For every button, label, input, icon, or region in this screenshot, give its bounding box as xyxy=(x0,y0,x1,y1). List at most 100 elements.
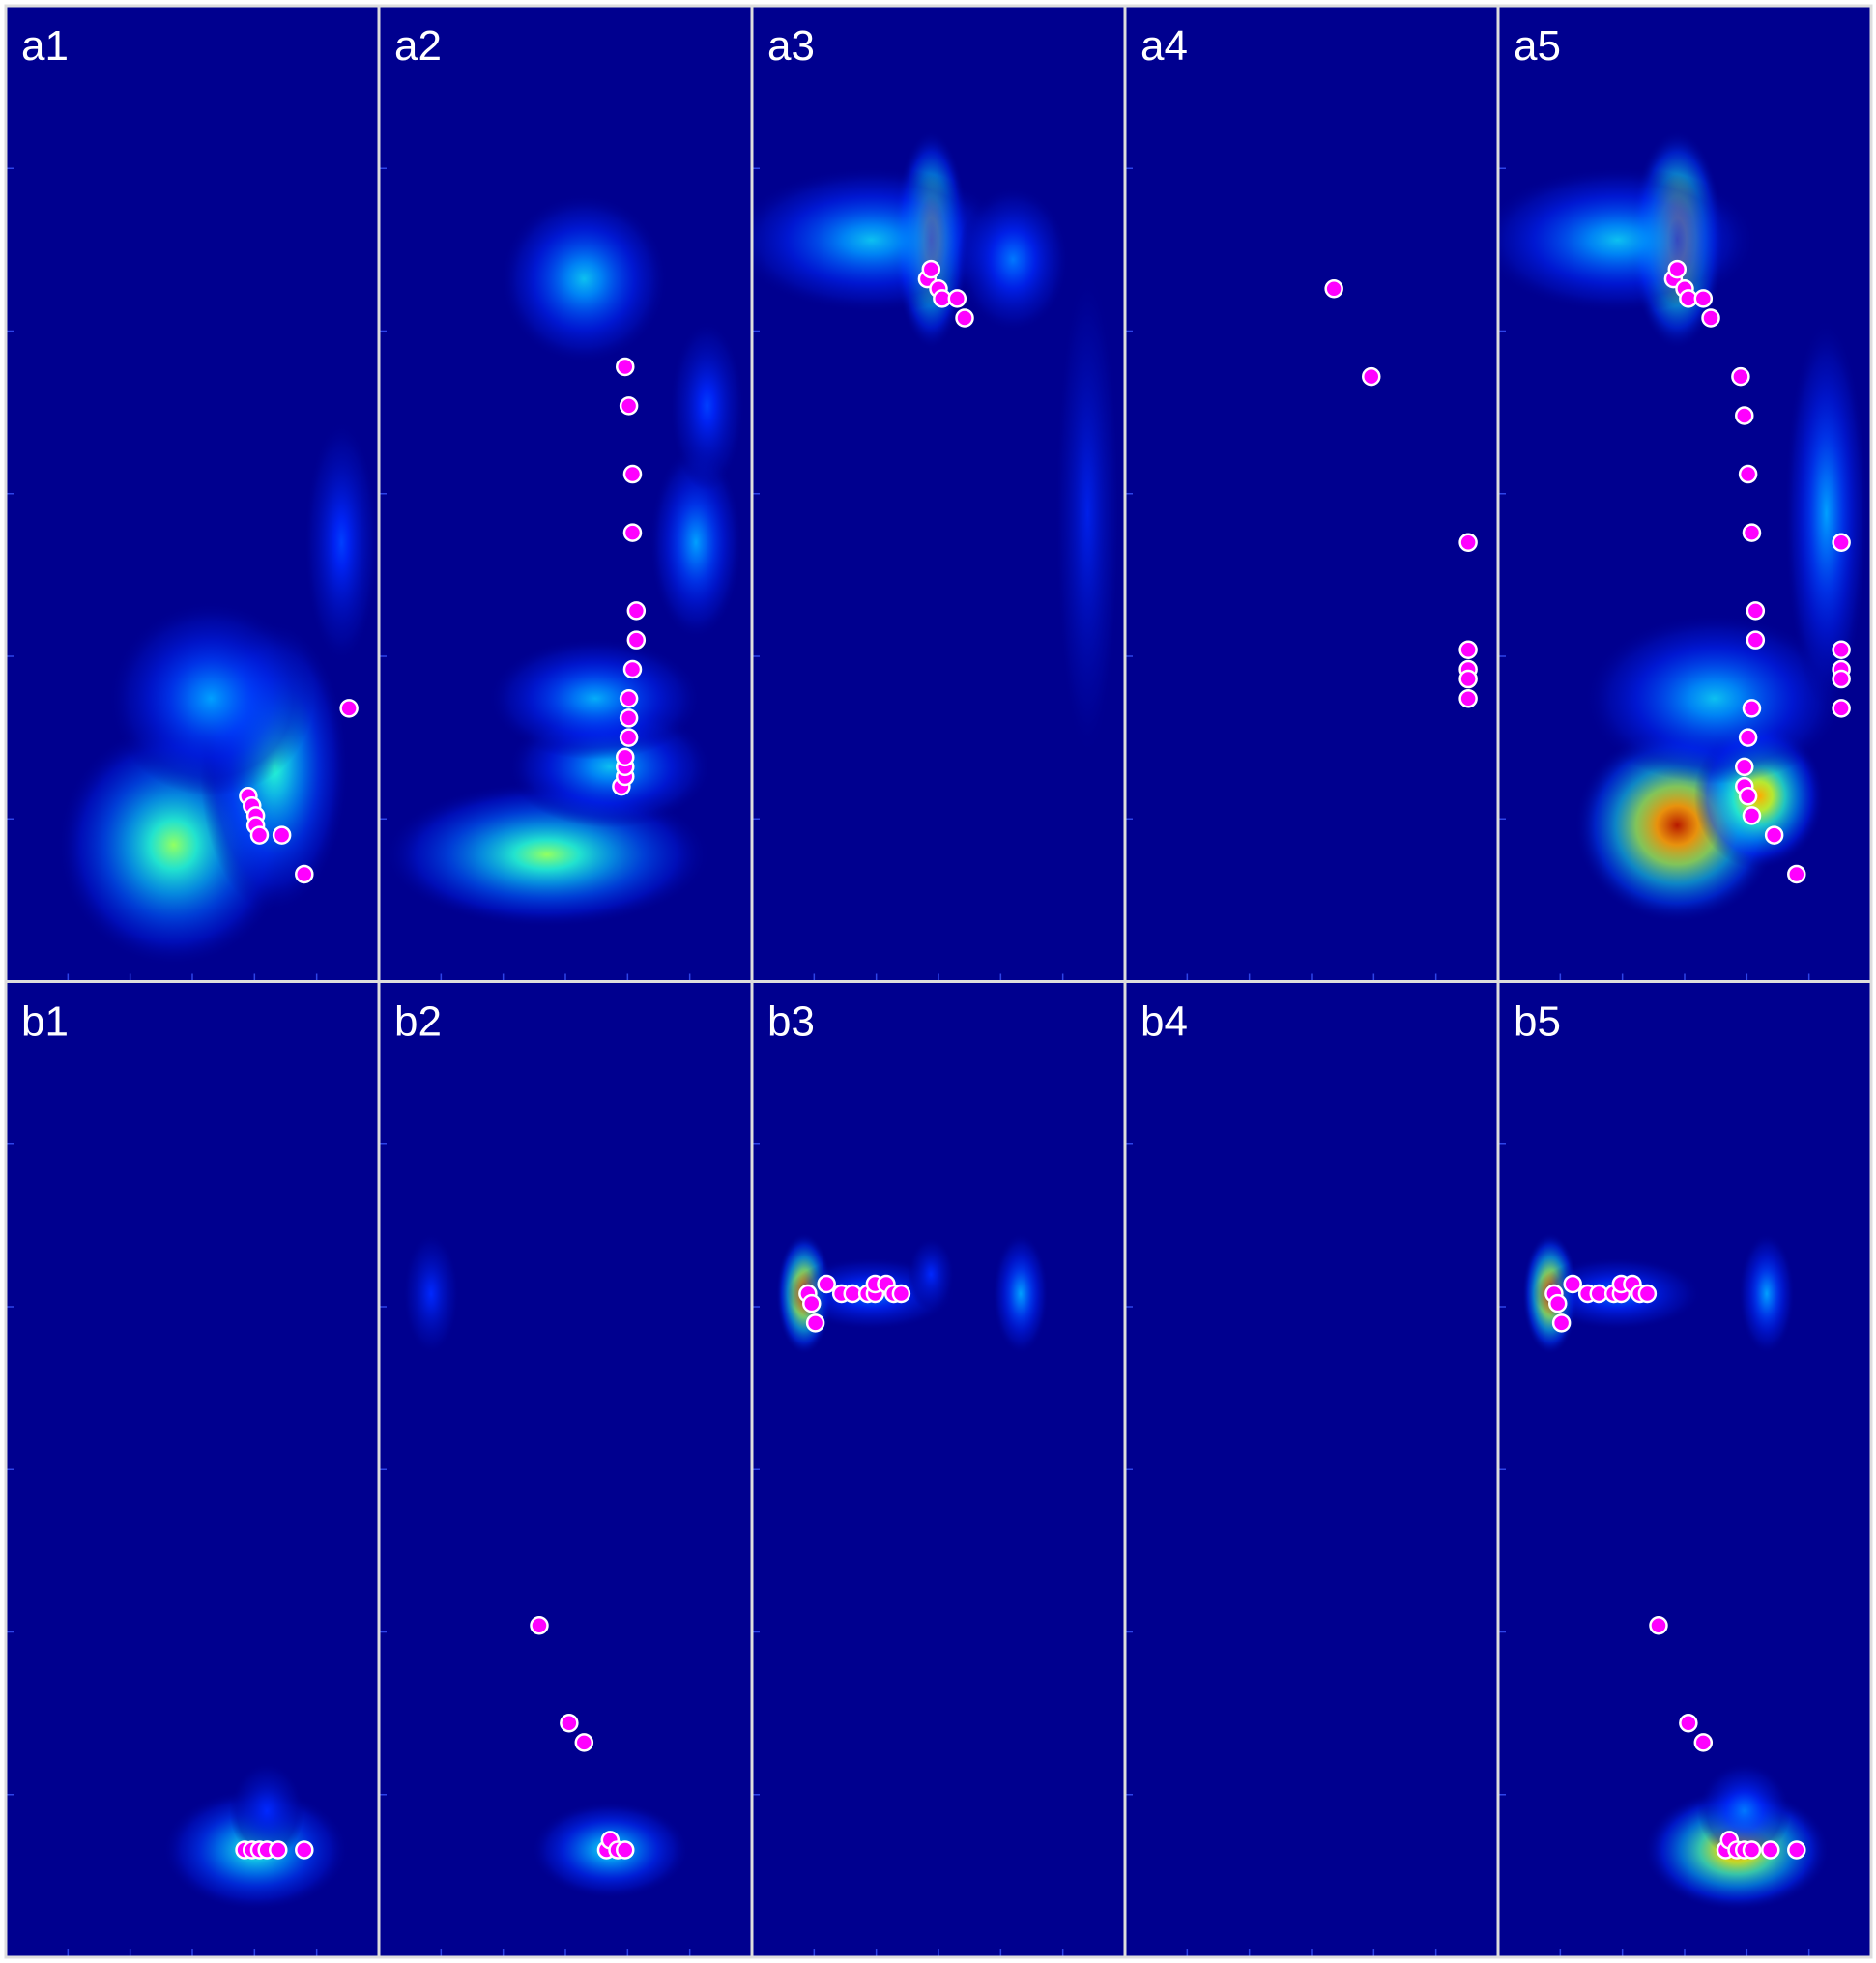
data-point xyxy=(1362,366,1381,387)
heat-blob xyxy=(649,445,743,641)
data-point xyxy=(249,825,270,845)
data-point xyxy=(1787,864,1806,884)
data-point xyxy=(619,688,639,708)
heat-blob xyxy=(1583,613,1845,785)
data-point xyxy=(1832,533,1851,552)
data-point xyxy=(619,396,639,416)
panel-b5: b5 xyxy=(1498,981,1871,1958)
data-point xyxy=(272,825,292,845)
heat-blob xyxy=(1784,318,1869,708)
data-point xyxy=(622,523,643,542)
data-point xyxy=(1742,523,1762,542)
data-point xyxy=(1738,786,1758,806)
panel-label: b5 xyxy=(1514,998,1561,1046)
panel-b2: b2 xyxy=(379,981,752,1958)
data-point xyxy=(1832,669,1851,689)
data-point xyxy=(1458,640,1478,660)
data-point xyxy=(619,728,639,747)
data-point xyxy=(619,708,639,728)
panel-label: a1 xyxy=(21,22,69,70)
data-point xyxy=(616,357,635,377)
data-point xyxy=(626,630,647,650)
data-point xyxy=(1458,533,1478,552)
heat-blob xyxy=(500,193,669,364)
data-point xyxy=(626,601,647,621)
panel-a1: a1 xyxy=(6,6,379,983)
heat-blob xyxy=(1738,1232,1795,1355)
data-point xyxy=(1701,308,1720,328)
panel-grid: a1 a2 a3 a4 a5 b1 b2 b3 b4 b5 xyxy=(4,4,1873,1959)
heat-blob xyxy=(108,600,314,796)
data-point xyxy=(1679,1713,1698,1733)
data-point xyxy=(1735,406,1754,425)
heat-blob xyxy=(752,166,1012,313)
heat-blob xyxy=(403,1232,459,1355)
panel-a3: a3 xyxy=(752,6,1125,983)
heat-blob xyxy=(1498,166,1758,313)
panel-a2: a2 xyxy=(379,6,752,983)
heat-blob xyxy=(992,1232,1049,1355)
data-point xyxy=(1764,825,1784,845)
data-point xyxy=(947,289,967,308)
data-point xyxy=(339,699,359,718)
data-point xyxy=(1563,1274,1582,1294)
data-point xyxy=(1742,1840,1762,1860)
panel-label: b1 xyxy=(21,998,69,1046)
data-point xyxy=(1458,669,1478,689)
data-point xyxy=(530,1616,549,1635)
panel-a4: a4 xyxy=(1125,6,1498,983)
data-point xyxy=(802,1293,822,1313)
data-point xyxy=(1787,1840,1806,1860)
data-point xyxy=(1742,806,1762,825)
data-point xyxy=(269,1840,288,1860)
panel-label: a2 xyxy=(394,22,442,70)
data-point xyxy=(1731,366,1750,387)
data-point xyxy=(1738,728,1758,747)
data-point xyxy=(1735,757,1754,777)
heat-blob xyxy=(229,1762,304,1861)
data-point xyxy=(1667,259,1688,279)
data-point xyxy=(1324,279,1343,299)
heat-blob xyxy=(1054,269,1121,758)
data-point xyxy=(1458,688,1478,708)
data-point xyxy=(1742,699,1762,718)
panel-label: a3 xyxy=(767,22,815,70)
data-point xyxy=(955,308,974,328)
data-point xyxy=(921,259,941,279)
data-point xyxy=(574,1733,594,1752)
panel-background xyxy=(6,981,379,1957)
panel-label: b2 xyxy=(394,998,442,1046)
panel-background xyxy=(1498,981,1871,1957)
heat-blob xyxy=(670,320,745,492)
data-point xyxy=(1761,1840,1780,1860)
data-point xyxy=(1548,1293,1568,1313)
data-point xyxy=(1693,1733,1714,1752)
heat-blob xyxy=(908,1237,955,1312)
panel-label: b4 xyxy=(1140,998,1188,1046)
data-point xyxy=(805,1313,825,1333)
figure-frame xyxy=(4,4,1873,1959)
data-point xyxy=(1832,699,1851,718)
data-point xyxy=(1746,601,1766,621)
data-point xyxy=(616,747,635,767)
data-point xyxy=(295,1840,314,1860)
heat-blob xyxy=(487,637,703,760)
panel-b1: b1 xyxy=(6,981,379,1958)
data-point xyxy=(616,1840,635,1860)
panel-background xyxy=(1125,981,1498,1957)
data-point xyxy=(622,659,643,679)
panel-label: b3 xyxy=(767,998,815,1046)
data-point xyxy=(1832,640,1851,660)
data-point xyxy=(1649,1616,1668,1635)
heat-blob xyxy=(1697,1762,1792,1861)
panel-b3: b3 xyxy=(752,981,1125,1958)
data-point xyxy=(622,464,643,484)
panel-background xyxy=(752,981,1125,1957)
data-point xyxy=(1746,630,1766,650)
heat-blob xyxy=(303,420,379,665)
panel-label: a5 xyxy=(1514,22,1561,70)
panel-background xyxy=(1125,6,1498,982)
data-point xyxy=(1637,1284,1658,1304)
data-point xyxy=(1693,289,1714,308)
